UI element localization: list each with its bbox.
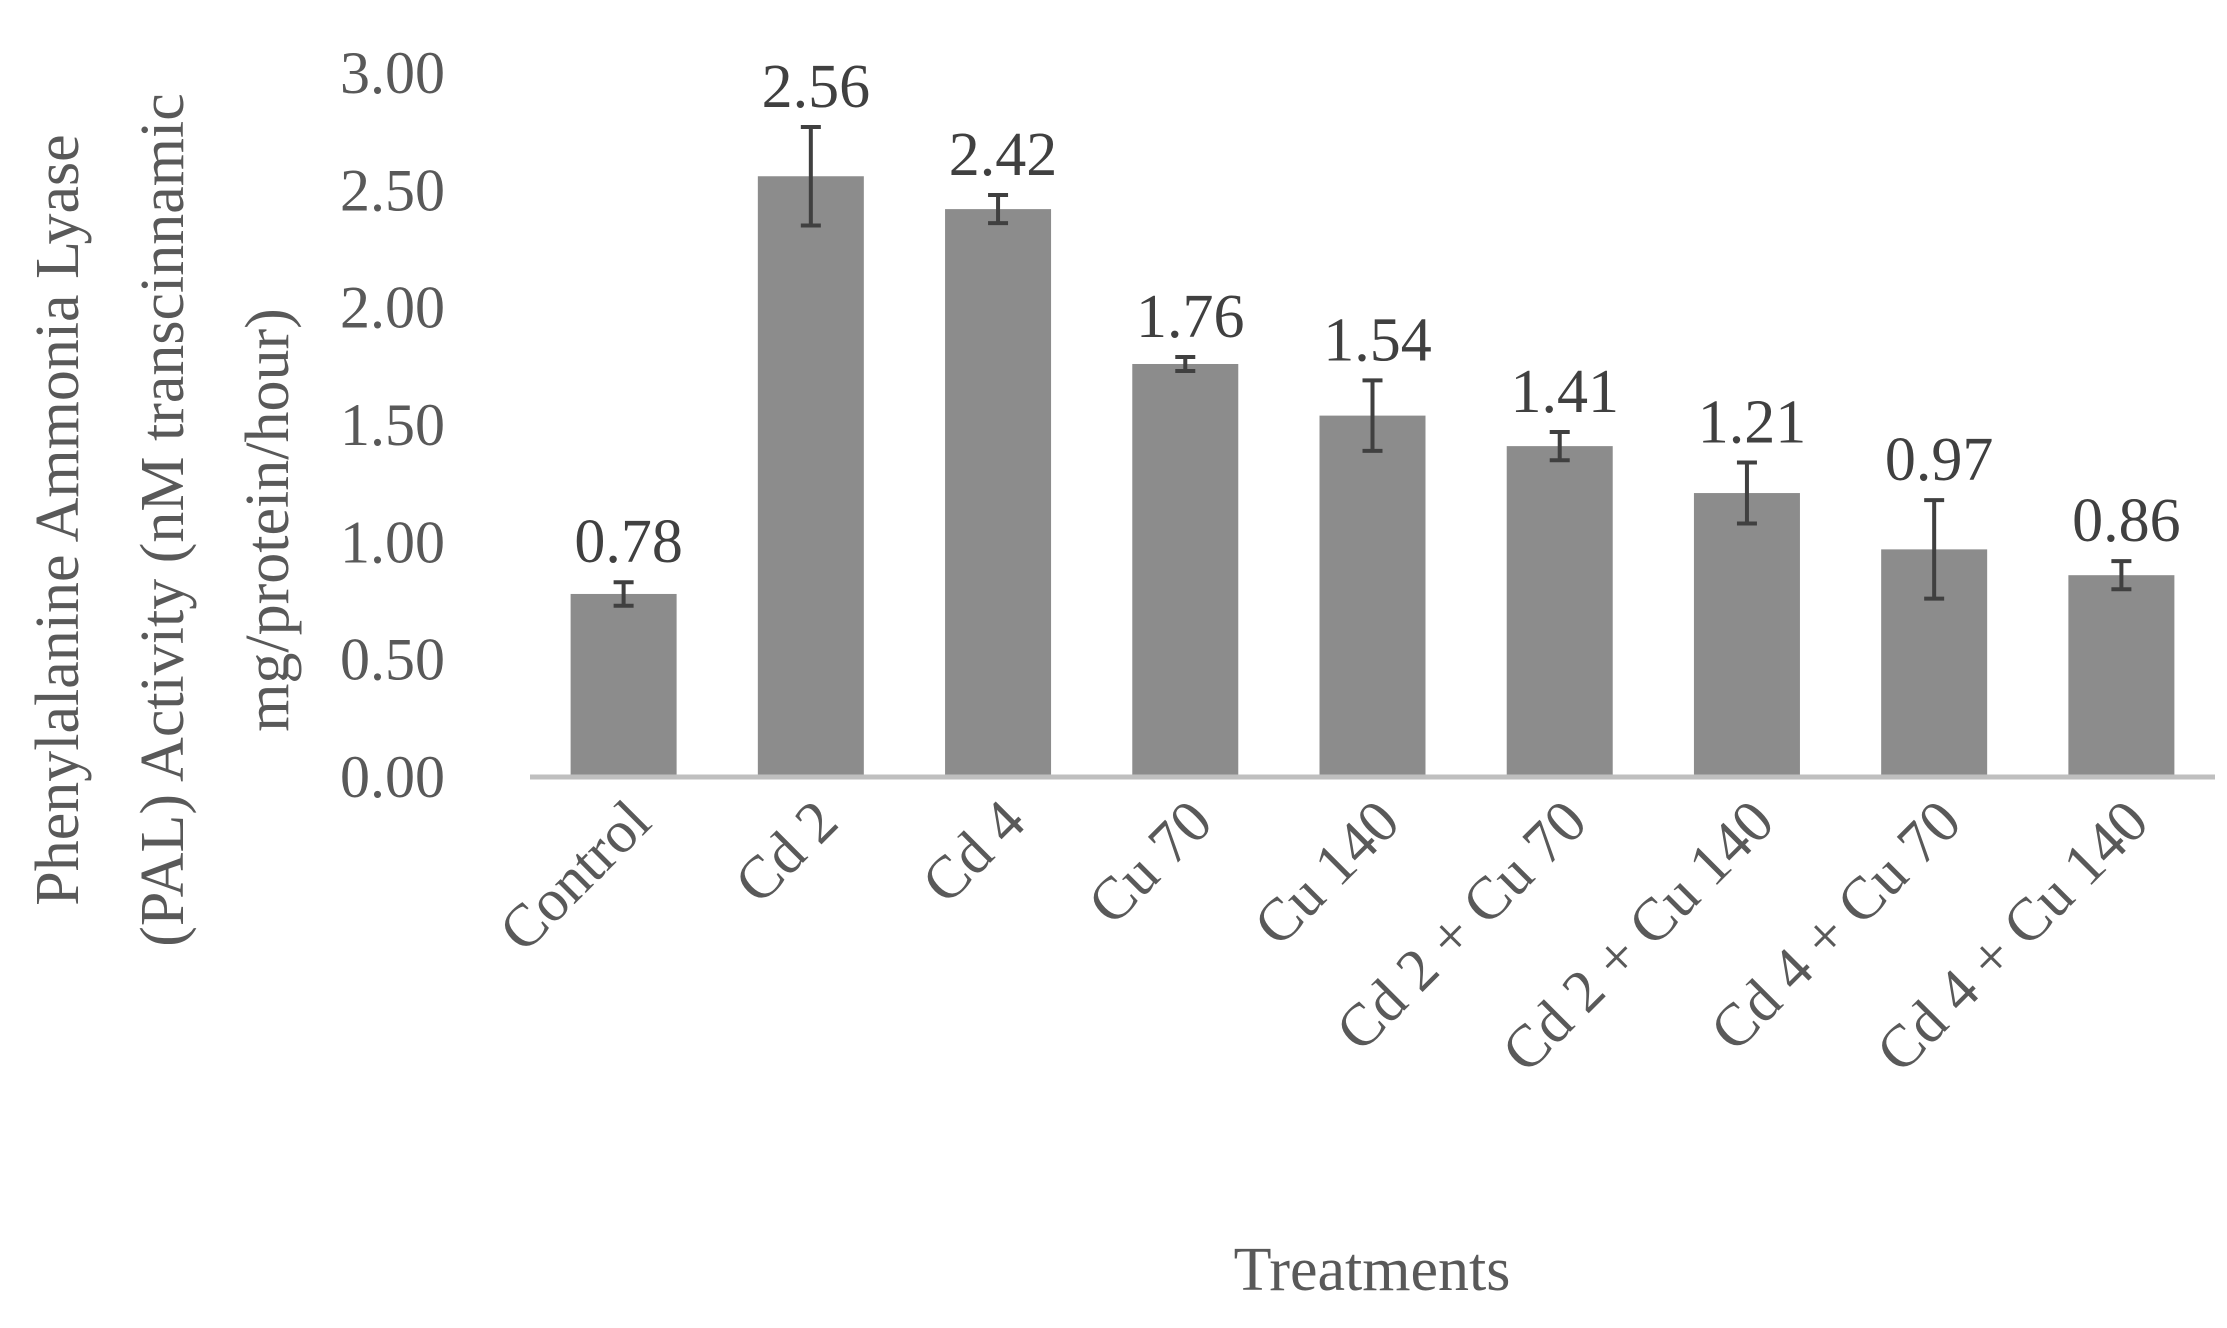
- data-label: 1.76: [1136, 283, 1245, 351]
- bar: [945, 209, 1052, 777]
- error-bar: [613, 580, 634, 608]
- data-label: 1.41: [1510, 358, 1619, 426]
- data-label: 1.21: [1698, 389, 1807, 457]
- y-axis-title: Phenylalanine Ammonia Lyase (PAL) Activit…: [24, 93, 302, 947]
- data-label: 2.42: [949, 121, 1058, 189]
- y-tick-label: 1.00: [340, 509, 445, 575]
- bar: [1693, 493, 1800, 777]
- bars: [570, 176, 2175, 778]
- category-label: Cd 2: [722, 788, 850, 916]
- data-labels: 0.78 2.56 2.42 1.76 1.54 1.41 1.21 0.97 0.86: [574, 53, 2180, 576]
- category-label: Control: [486, 788, 662, 964]
- error-bar: [1736, 460, 1757, 526]
- y-axis-title-line: mg/protein/hour): [234, 308, 302, 732]
- data-label: 1.54: [1323, 306, 1432, 374]
- category-label: Cd 4: [909, 788, 1037, 916]
- y-axis-ticks: 0.00 0.50 1.00 1.50 2.00 2.50 3.00: [340, 40, 445, 810]
- bar: [570, 593, 677, 777]
- bar: [1319, 415, 1426, 777]
- data-label: 0.97: [1885, 426, 1994, 494]
- bar: [2068, 575, 2175, 777]
- error-bar: [1362, 378, 1383, 453]
- data-label: 0.86: [2072, 487, 2181, 555]
- error-bar: [988, 193, 1009, 226]
- error-bar: [800, 124, 821, 228]
- error-bars: [613, 124, 2132, 608]
- y-axis-title-line: Phenylalanine Ammonia Lyase: [24, 134, 92, 905]
- y-axis-title-line: (PAL) Activity (nM transcinnamic: [129, 93, 197, 947]
- error-bar: [1924, 498, 1945, 601]
- bar: [1132, 363, 1239, 777]
- bar: [1506, 446, 1613, 777]
- y-tick-label: 3.00: [340, 40, 445, 106]
- error-bar: [1175, 354, 1196, 374]
- error-bar: [1549, 430, 1570, 463]
- error-bar: [2111, 559, 2132, 592]
- bar: [757, 176, 864, 778]
- x-axis-title: Treatments: [1234, 1236, 1511, 1304]
- category-label: Cu 140: [1241, 788, 1411, 958]
- data-label: 2.56: [762, 53, 871, 121]
- y-tick-label: 2.50: [340, 157, 445, 223]
- y-tick-label: 0.50: [340, 627, 445, 693]
- y-tick-label: 0.00: [340, 744, 445, 810]
- data-label: 0.78: [574, 508, 683, 576]
- category-label: Cu 70: [1075, 788, 1224, 937]
- y-tick-label: 2.00: [340, 275, 445, 341]
- y-tick-label: 1.50: [340, 392, 445, 458]
